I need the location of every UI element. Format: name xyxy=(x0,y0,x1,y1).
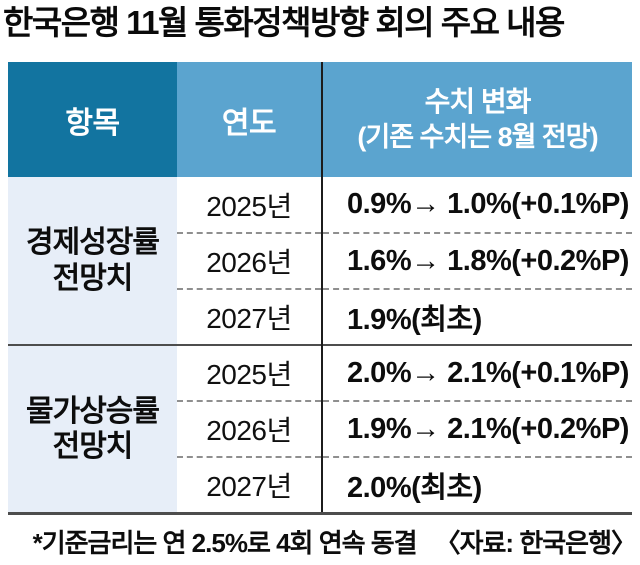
table-footer: *기준금리는 연 2.5%로 4회 연속 동결 〈자료: 한국은행〉 xyxy=(4,523,637,560)
group-label-growth-line1: 경제성장률 xyxy=(26,226,160,260)
value-cell: 2.0%→ 2.1%(+0.1%P) xyxy=(321,344,632,402)
year-cell: 2025년 xyxy=(177,177,322,234)
value-cell: 1.9%(최초) xyxy=(321,288,632,346)
value-cell: 1.6%→ 1.8%(+0.2%P) xyxy=(321,232,632,290)
header-change-line1: 수치 변화 xyxy=(424,85,532,117)
table-row: 경제성장률 전망치 2025년 0.9%→ 1.0%(+0.1%P) xyxy=(8,177,632,346)
header-change-line2: (기존 수치는 8월 전망) xyxy=(357,122,598,153)
table-header-row: 항목 연도 수치 변화 (기존 수치는 8월 전망) xyxy=(8,62,632,177)
table-row: 2026년 1.9%→ 2.1%(+0.2%P) xyxy=(8,400,632,458)
page-title: 한국은행 11월 통화정책방향 회의 주요 내용 xyxy=(3,4,565,41)
table-row: 2027년 1.9%(최초) xyxy=(8,288,632,346)
value-cell: 2.0%(최초) xyxy=(321,456,632,514)
value-cell: 1.9%→ 2.1%(+0.2%P) xyxy=(321,400,632,458)
group-label-growth-line2: 전망치 xyxy=(52,261,134,295)
year-cell: 2026년 xyxy=(177,400,322,458)
year-cell: 2026년 xyxy=(177,232,322,290)
source-label: 〈자료: 한국은행〉 xyxy=(434,528,637,558)
header-cell-year: 연도 xyxy=(177,62,322,177)
table-row: 물가상승률 전망치 2025년 2.0%→ 2.1%(+0.1%P) xyxy=(8,344,632,514)
table-row: 2026년 1.6%→ 1.8%(+0.2%P) xyxy=(8,232,632,290)
table-row: 2027년 2.0%(최초) xyxy=(8,456,632,514)
year-cell: 2027년 xyxy=(177,288,322,346)
group-label-growth: 경제성장률 전망치 xyxy=(8,177,177,346)
value-cell: 0.9%→ 1.0%(+0.1%P) xyxy=(321,177,632,234)
year-cell: 2025년 xyxy=(177,344,322,402)
group-label-inflation-line1: 물가상승률 xyxy=(26,394,160,428)
header-cell-item: 항목 xyxy=(8,62,177,177)
group-label-inflation-line2: 전망치 xyxy=(52,430,134,464)
year-cell: 2027년 xyxy=(177,456,322,514)
header-cell-change: 수치 변화 (기존 수치는 8월 전망) xyxy=(321,62,632,177)
footnote: *기준금리는 연 2.5%로 4회 연속 동결 xyxy=(32,528,418,558)
forecast-table: 항목 연도 수치 변화 (기존 수치는 8월 전망) 경제성장률 전망치 202… xyxy=(8,62,632,515)
group-label-inflation: 물가상승률 전망치 xyxy=(8,344,177,514)
